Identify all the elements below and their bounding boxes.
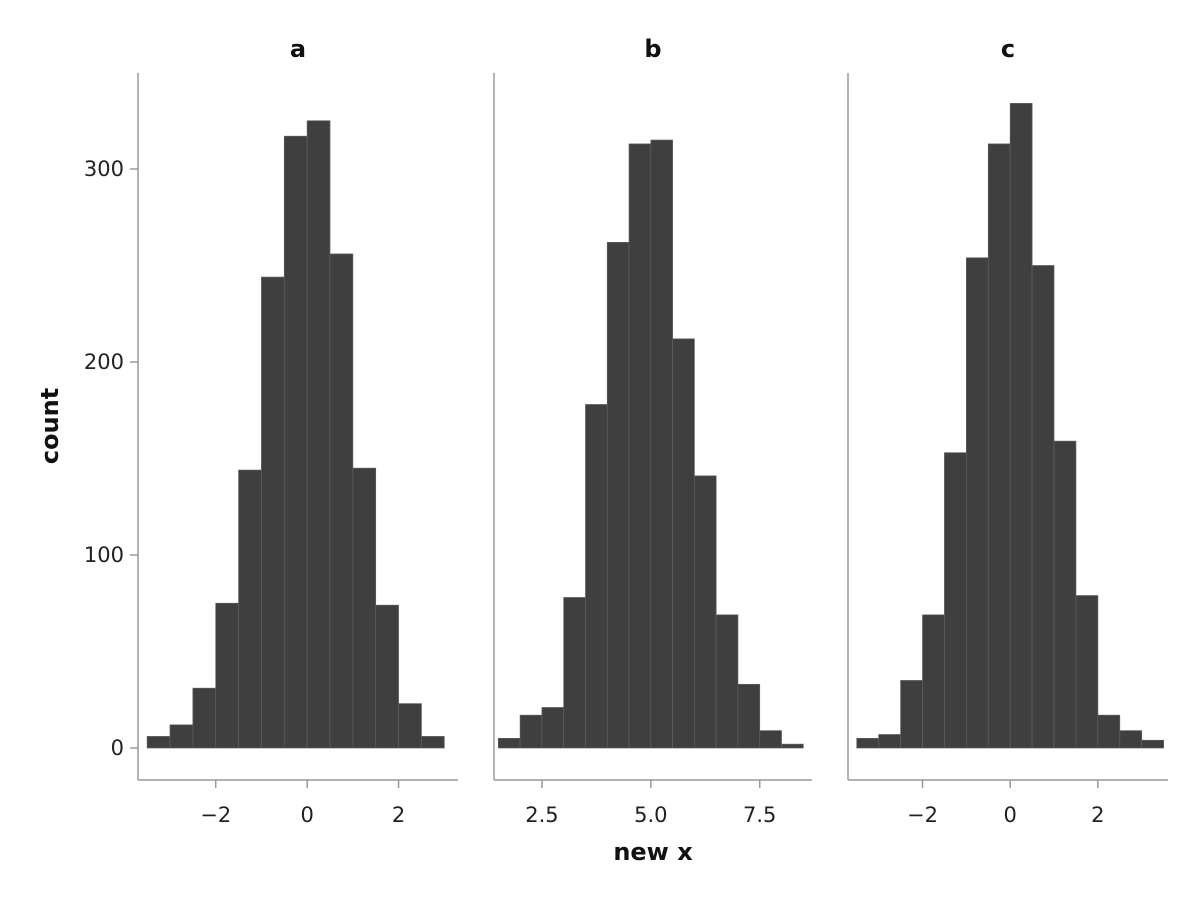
- facet-panel-c: c −2 0 2: [847, 35, 1168, 827]
- histogram-bar: [628, 143, 652, 749]
- histogram-bar: [329, 253, 354, 749]
- histogram-bar: [238, 469, 262, 749]
- histogram-bar: [421, 736, 445, 749]
- x-tick-label: 2.5: [525, 803, 558, 827]
- facet-title: a: [290, 35, 306, 63]
- histogram-bar: [987, 143, 1011, 749]
- histogram-bar: [283, 135, 308, 749]
- histogram-bar: [352, 467, 377, 749]
- histogram-bar: [585, 404, 608, 749]
- histogram-bar: [1053, 440, 1077, 749]
- x-tick-label: −2: [200, 803, 231, 827]
- histogram-bar: [672, 338, 695, 749]
- histogram-bar: [1119, 730, 1143, 749]
- histogram-bar: [694, 475, 717, 749]
- histogram-bar: [715, 614, 739, 749]
- x-axis-title: new x: [613, 838, 693, 866]
- x-tick-label: 5.0: [634, 803, 667, 827]
- histogram-bar: [944, 452, 967, 749]
- histogram-bar: [1009, 103, 1033, 749]
- facet-panel-b: b 2.5 5.0 7.5: [493, 35, 812, 827]
- x-tick-label: 0: [300, 803, 313, 827]
- facet-panel-a: a 0 100 200 300 −2 0 2: [84, 35, 458, 827]
- y-tick-label: 0: [111, 736, 124, 760]
- histogram-bar: [541, 707, 565, 749]
- x-tick-label: −2: [907, 803, 938, 827]
- histogram-bar: [606, 241, 630, 749]
- histogram-bar: [856, 737, 880, 749]
- histogram-bar: [215, 602, 239, 749]
- histogram-bar: [922, 614, 945, 749]
- histogram-bar: [375, 604, 399, 749]
- histogram-bar: [1141, 739, 1164, 749]
- facet-title: b: [644, 35, 661, 63]
- histogram-bar: [650, 139, 673, 749]
- histogram-bar: [146, 736, 171, 749]
- histogram-bar: [398, 703, 422, 749]
- histogram-bar: [169, 724, 194, 749]
- histogram-bar: [966, 257, 989, 749]
- y-tick-label: 300: [84, 157, 124, 181]
- histogram-bar: [1031, 265, 1055, 749]
- x-tick-label: 7.5: [743, 803, 776, 827]
- histogram-bar: [1097, 714, 1121, 749]
- y-axis-title: count: [36, 388, 64, 464]
- histogram-bar: [563, 597, 586, 749]
- x-tick-label: 2: [392, 803, 405, 827]
- histogram-bar: [737, 683, 761, 749]
- histogram-bar: [759, 730, 782, 749]
- histogram-bar: [519, 714, 543, 749]
- x-tick-label: 2: [1091, 803, 1104, 827]
- histogram-bar: [261, 276, 285, 749]
- facet-panels: a 0 100 200 300 −2 0 2 b 2.5 5.0 7.5 c −2 0 2: [84, 35, 1168, 827]
- histogram-bar: [878, 734, 901, 749]
- x-tick-label: 0: [1004, 803, 1017, 827]
- y-tick-label: 100: [84, 543, 124, 567]
- histogram-bar: [192, 687, 217, 749]
- y-tick-label: 200: [84, 350, 124, 374]
- histogram-bar: [900, 680, 923, 749]
- facet-title: c: [1001, 35, 1015, 63]
- histogram-bar: [306, 120, 331, 749]
- histogram-bar: [781, 743, 804, 749]
- histogram-bar: [1075, 595, 1099, 749]
- histogram-bar: [498, 737, 521, 749]
